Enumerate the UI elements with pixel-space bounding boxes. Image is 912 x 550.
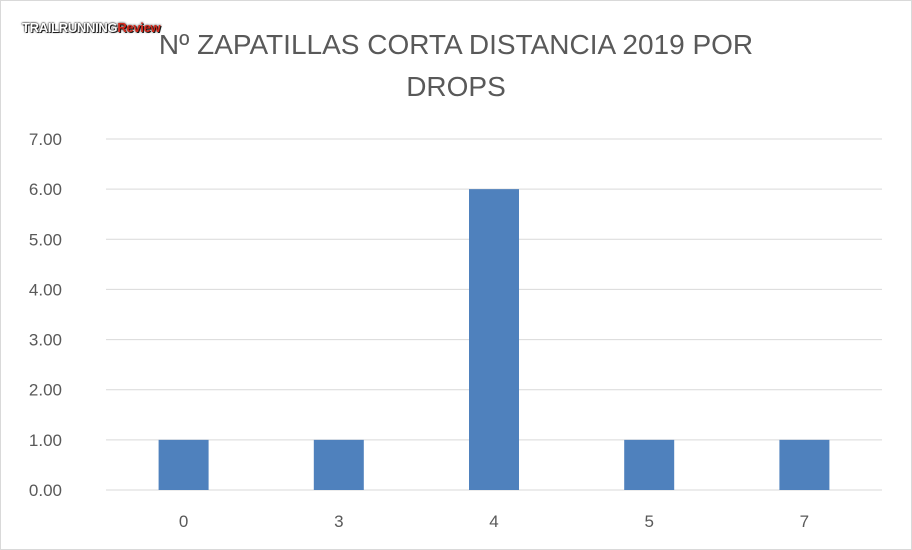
bar-7 xyxy=(779,439,830,490)
x-tick-label: 4 xyxy=(489,512,498,531)
x-tick-label: 5 xyxy=(644,512,653,531)
bar-4 xyxy=(469,189,519,490)
y-tick-label: 7.00 xyxy=(29,130,62,149)
chart-title: Nº ZAPATILLAS CORTA DISTANCIA 2019 POR D… xyxy=(0,24,912,108)
x-tick-label: 0 xyxy=(179,512,188,531)
site-logo: TRAILRUNNINGReview xyxy=(22,20,161,35)
y-tick-label: 1.00 xyxy=(29,431,62,450)
y-tick-label: 3.00 xyxy=(29,331,62,350)
bar-3 xyxy=(313,439,364,490)
y-tick-label: 2.00 xyxy=(29,381,62,400)
bar-5 xyxy=(624,439,675,490)
y-tick-label: 5.00 xyxy=(29,230,62,249)
chart-title-text: Nº ZAPATILLAS CORTA DISTANCIA 2019 POR D… xyxy=(158,29,754,102)
x-tick-label: 3 xyxy=(334,512,343,531)
bar-0 xyxy=(158,439,209,490)
logo-part-review: Review xyxy=(117,20,161,35)
y-tick-label: 4.00 xyxy=(29,280,62,299)
logo-part-trailrunning: TRAILRUNNING xyxy=(22,20,118,35)
x-tick-label: 7 xyxy=(800,512,809,531)
y-tick-label: 0.00 xyxy=(29,481,62,500)
y-tick-label: 6.00 xyxy=(29,180,62,199)
